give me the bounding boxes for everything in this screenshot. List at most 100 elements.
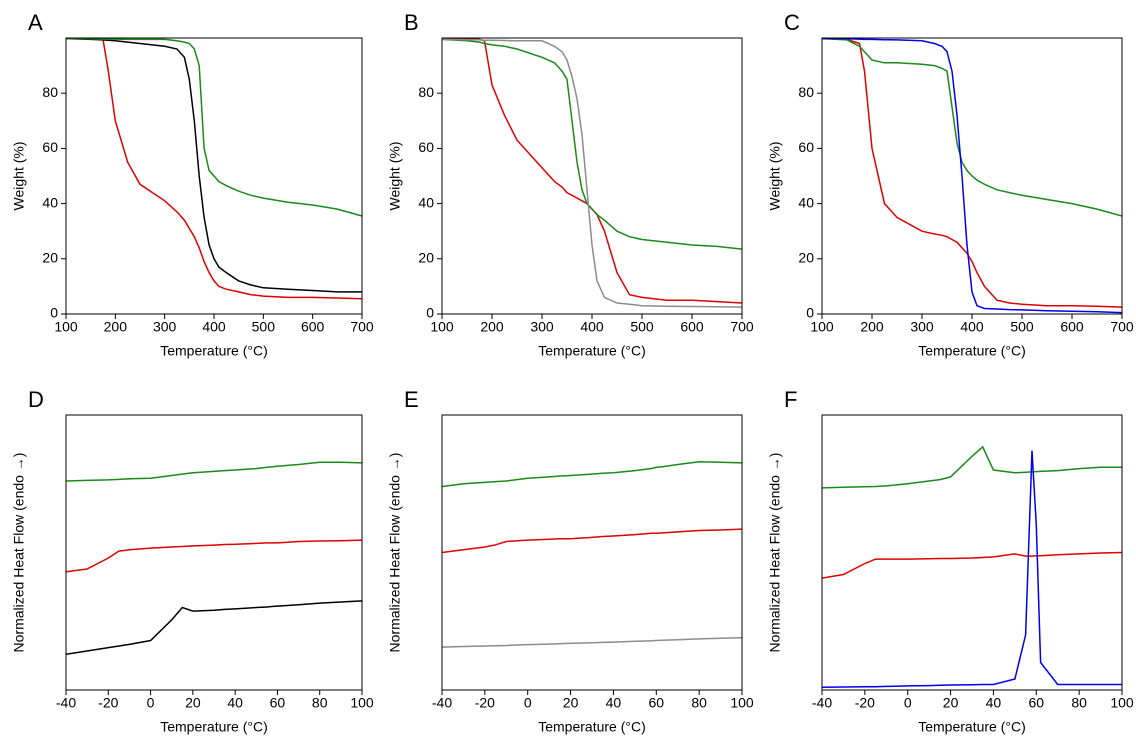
y-tick-label: 60 [418,139,434,155]
x-tick-label: 200 [860,319,884,335]
x-tick-label: 100 [350,695,374,711]
x-tick-label: 500 [252,319,276,335]
curve [822,38,1122,314]
plot-frame [441,37,743,315]
curve [66,600,362,656]
y-axis-label: Weight (%) [387,142,403,211]
x-tick-label: 0 [904,695,912,711]
panel: E -40 -20 0 20 40 60 80 100 Temperature (°C) Norma… [387,387,754,735]
x-tick-label: -20 [98,695,118,711]
y-tick-label: 40 [42,194,58,210]
x-tick-label: 40 [606,695,622,711]
curve [822,445,1122,489]
x-tick-label: 500 [1010,319,1034,335]
x-tick-label: 200 [480,319,504,335]
x-tick-label: 400 [580,319,604,335]
plot-frame [65,414,363,691]
x-tick-label: -40 [432,695,452,711]
curve [822,450,1122,689]
curve [442,637,742,648]
x-tick-label: 700 [730,319,754,335]
panel-letter: A [28,10,43,35]
x-axis-label: Temperature (°C) [538,343,646,359]
panel: B 100 200 300 400 500 600 700 0 20 40 60 80 Temperatu… [387,10,754,359]
curve [442,38,742,304]
plot-frame [441,414,743,691]
curve [442,38,742,308]
x-tick-label: 300 [530,319,554,335]
x-tick-label: 600 [680,319,704,335]
y-axis-label: Normalized Heat Flow (endo →) [11,453,27,653]
x-tick-label: 20 [185,695,201,711]
x-tick-label: 100 [810,319,834,335]
y-tick-label: 80 [798,84,814,100]
y-axis-label: Weight (%) [767,142,783,211]
curve [66,539,362,573]
x-tick-label: -20 [475,695,495,711]
x-tick-label: 80 [312,695,328,711]
x-tick-label: 60 [1028,695,1044,711]
x-tick-label: -40 [56,695,76,711]
y-tick-label: 40 [418,194,434,210]
panel: F -40 -20 0 20 40 60 80 100 Temperature (°C) Norma… [767,387,1134,735]
y-tick-label: 0 [50,305,58,321]
panel: C 100 200 300 400 500 600 700 0 20 40 60 80 Temperatu… [767,10,1134,359]
y-tick-label: 40 [798,194,814,210]
curve [822,551,1122,579]
x-tick-label: 300 [910,319,934,335]
x-tick-label: 80 [691,695,707,711]
x-tick-label: 20 [563,695,579,711]
y-tick-label: 60 [42,139,58,155]
x-tick-label: 40 [986,695,1002,711]
plot-frame [821,414,1123,691]
y-tick-label: 80 [42,84,58,100]
curve [442,461,742,488]
curve [442,38,742,250]
x-tick-label: 20 [943,695,959,711]
x-axis-label: Temperature (°C) [160,719,268,735]
x-axis-label: Temperature (°C) [918,343,1026,359]
x-tick-label: 60 [270,695,286,711]
x-tick-label: 0 [147,695,155,711]
x-tick-label: 40 [227,695,243,711]
y-axis-label: Weight (%) [11,142,27,211]
panel-letter: B [404,10,419,35]
curve [66,38,362,217]
y-axis-label: Normalized Heat Flow (endo →) [387,453,403,653]
curve [66,38,362,300]
curve [66,461,362,482]
x-tick-label: 80 [1071,695,1087,711]
plot-frame [821,37,1123,315]
x-tick-label: 100 [430,319,454,335]
x-axis-label: Temperature (°C) [538,719,646,735]
x-tick-label: -20 [855,695,875,711]
panel-letter: E [404,387,419,412]
x-tick-label: 700 [350,319,374,335]
x-tick-label: 200 [104,319,128,335]
panel: A 100 200 300 400 500 600 700 0 20 40 60 80 Temperatu… [11,10,374,359]
x-tick-label: 300 [153,319,177,335]
x-tick-label: 400 [960,319,984,335]
y-tick-label: 20 [798,250,814,266]
x-axis-label: Temperature (°C) [918,719,1026,735]
y-axis-label: Normalized Heat Flow (endo →) [767,453,783,653]
curve [66,38,362,293]
y-tick-label: 60 [798,139,814,155]
panel-letter: D [28,387,44,412]
panel-letter: F [784,387,797,412]
x-tick-label: 60 [648,695,664,711]
x-tick-label: 0 [524,695,532,711]
x-tick-label: 700 [1110,319,1134,335]
x-tick-label: 600 [1060,319,1084,335]
plot-frame [65,37,363,315]
x-tick-label: 100 [1110,695,1134,711]
curve [442,528,742,554]
y-tick-label: 80 [418,84,434,100]
y-tick-label: 20 [42,250,58,266]
y-tick-label: 0 [426,305,434,321]
x-axis-label: Temperature (°C) [160,343,268,359]
y-tick-label: 0 [806,305,814,321]
x-tick-label: 500 [630,319,654,335]
x-tick-label: 100 [730,695,754,711]
